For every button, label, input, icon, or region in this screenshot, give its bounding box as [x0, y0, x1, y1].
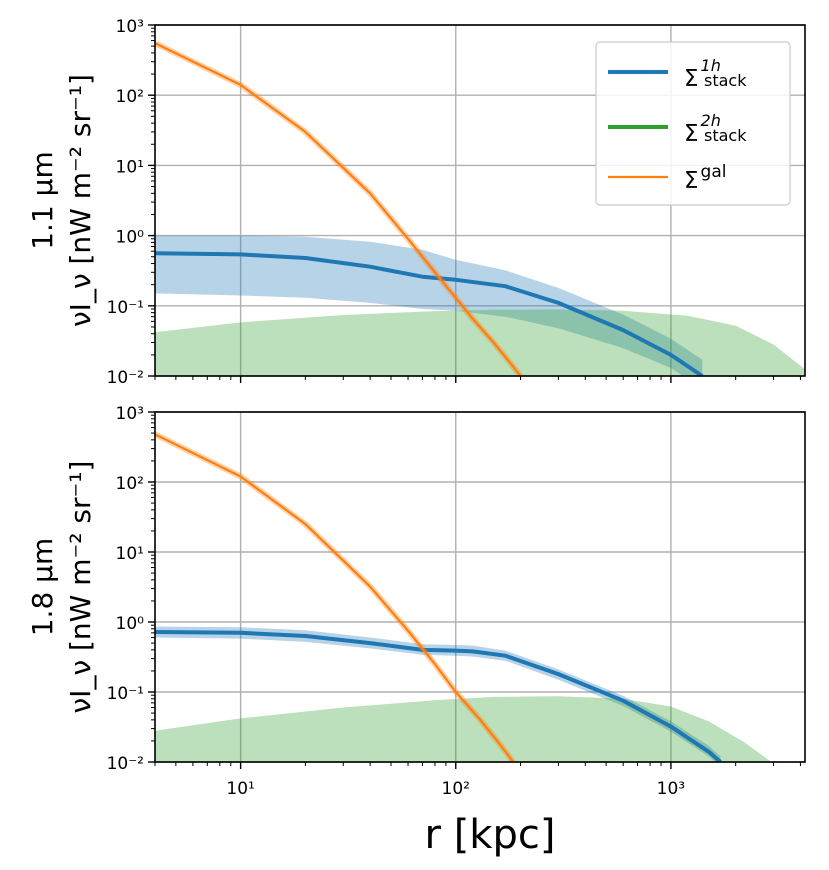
- y-tick-label: 10⁻²: [107, 368, 144, 388]
- ticks: 10⁻² 10⁻¹ 10⁰ 10¹ 10² 10³: [107, 17, 801, 388]
- y-tick-label: 10²: [116, 87, 144, 107]
- y-tick-label: 10³: [116, 404, 144, 424]
- line-series-2: [155, 42, 522, 376]
- y-tick-label: 10³: [116, 17, 144, 37]
- x-tick-label: 10³: [657, 779, 685, 799]
- y-tick-label: 10⁻¹: [107, 684, 144, 704]
- y-axis-wavelength-label: 1.1 μm: [26, 151, 59, 250]
- line-series-0: [155, 630, 722, 762]
- y-tick-label: 10⁻²: [107, 754, 144, 774]
- y-axis-unit-label: νI_ν [nW m⁻² sr⁻¹]: [64, 461, 97, 714]
- x-axis-label: r [kpc]: [425, 812, 556, 858]
- panel-1-8um: 10⁻² 10⁻¹ 10⁰ 10¹ 10² 10³ 10¹ 10² 10³ 1.8 μm νI_ν …: [26, 404, 806, 799]
- y-axis-wavelength-label: 1.8 μm: [26, 538, 59, 637]
- panel-1-1um: 10⁻² 10⁻¹ 10⁰ 10¹ 10² 10³ 1.1 μm νI_ν [nW m⁻² s…: [26, 17, 806, 388]
- y-tick-label: 10¹: [116, 157, 144, 177]
- band-series-0: [155, 235, 703, 376]
- band-series-1: [155, 309, 805, 376]
- y-tick-label: 10⁰: [116, 228, 145, 248]
- y-axis-unit-label: νI_ν [nW m⁻² sr⁻¹]: [64, 74, 97, 327]
- ticks: 10⁻² 10⁻¹ 10⁰ 10¹ 10² 10³ 10¹ 10² 10³: [107, 404, 801, 799]
- plot-area: [155, 40, 805, 376]
- plot-area: [155, 431, 774, 762]
- line-series-0: [155, 251, 704, 376]
- line-series-2: [155, 433, 515, 762]
- y-tick-label: 10⁻¹: [107, 298, 144, 318]
- y-tick-label: 10¹: [116, 544, 144, 564]
- plot-frame: [154, 24, 806, 377]
- plot-frame: [154, 411, 806, 763]
- x-tick-label: 10²: [442, 779, 470, 799]
- legend-frame: [595, 41, 791, 206]
- x-tick-label: 10¹: [226, 779, 254, 799]
- y-tick-label: 10²: [116, 474, 144, 494]
- legend-label-1h: Σ1h stack: [684, 56, 747, 92]
- y-tick-label: 10⁰: [116, 614, 145, 634]
- band-series-1: [155, 696, 774, 762]
- legend-label-2h: Σ2h stack: [684, 111, 747, 147]
